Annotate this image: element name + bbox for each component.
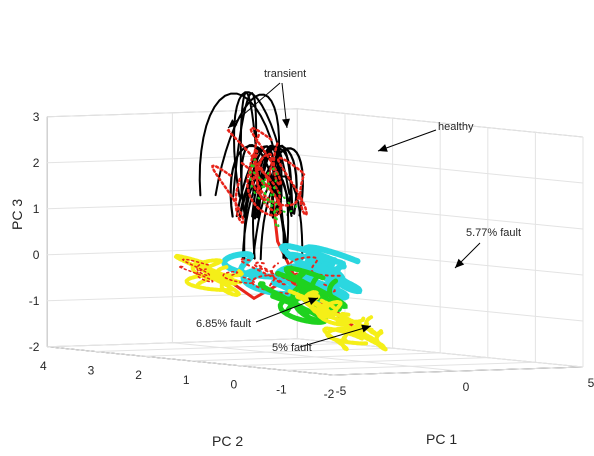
fault-685-highlight	[181, 258, 211, 277]
fault-577-loop	[294, 274, 348, 310]
x-axis-label: PC 1	[426, 431, 457, 447]
transient-curve	[259, 175, 304, 261]
grid-line	[297, 108, 584, 138]
annotation-arrowhead	[282, 118, 290, 128]
fault-5-loop	[321, 299, 366, 324]
grid-line	[237, 357, 488, 367]
annotation-arrowhead	[455, 258, 465, 268]
fault-cyan-highlight	[239, 258, 287, 286]
grid-line	[94, 343, 346, 352]
annotation-arrowhead	[361, 324, 371, 333]
grid-line	[190, 352, 441, 362]
annotation-arrow	[377, 129, 437, 152]
grid-line	[142, 347, 393, 357]
annotation-label: 5.77% fault	[466, 227, 521, 239]
y-tick-label: 3	[88, 364, 95, 378]
y-tick-label: 0	[230, 378, 237, 392]
fault-685-loop	[172, 253, 213, 280]
z-tick-label: 1	[33, 202, 40, 216]
data-layer	[172, 91, 389, 352]
healthy-speck	[249, 158, 273, 204]
fault-5-loop	[322, 326, 364, 352]
healthy-speck	[260, 179, 291, 230]
annotations: transient healthy 5.77% fault 6.85% fault 5%…	[196, 68, 521, 354]
z-tick-label: 0	[33, 248, 40, 262]
grid-line	[297, 154, 584, 184]
z-tick-label: 3	[33, 110, 40, 124]
annotation-arrow	[255, 297, 319, 323]
y-tick-label: 2	[135, 368, 142, 382]
z-tick-label: 2	[33, 156, 40, 170]
gridlines	[46, 108, 584, 376]
z-tick-label: -2	[29, 340, 40, 354]
y-tick-label: 4	[40, 359, 47, 373]
z-tick-label: -1	[29, 294, 40, 308]
annotation-label: healthy	[438, 121, 474, 133]
healthy-highlight	[226, 128, 270, 188]
grid-line	[47, 338, 298, 348]
healthy-highlight	[276, 156, 308, 217]
annotation-label: 5% fault	[272, 342, 312, 354]
healthy-highlight	[249, 149, 282, 205]
y-tick-label: -2	[324, 387, 335, 401]
z-axis-label: PC 3	[9, 199, 25, 230]
grid-line	[297, 246, 584, 276]
annotation-label: 6.85% fault	[196, 318, 251, 330]
x-tick-label: 0	[463, 380, 470, 394]
grid-line	[332, 366, 584, 376]
grid-line	[47, 292, 298, 302]
grid-line	[285, 361, 536, 371]
annotation-arrow	[227, 82, 281, 129]
transient-curve	[214, 93, 281, 197]
axes-box	[46, 108, 584, 376]
fault-685-highlight	[222, 270, 256, 284]
annotation-label: transient	[264, 68, 306, 80]
grid-line	[47, 246, 298, 256]
y-tick-label: -1	[276, 382, 287, 396]
fault-685-highlight	[177, 265, 214, 283]
healthy-speck	[263, 167, 298, 213]
healthy-highlight	[211, 164, 245, 224]
annotation-arrowhead	[308, 297, 318, 305]
annotation-arrowhead	[378, 144, 388, 152]
y-tick-label: 1	[183, 373, 190, 387]
annotation-arrowhead	[228, 119, 238, 128]
y-axis-label: PC 2	[212, 433, 243, 449]
x-tick-label: 5	[588, 376, 594, 390]
fault-685-loop	[194, 260, 239, 286]
annotation-arrow	[299, 325, 372, 348]
x-tick-label: -5	[336, 384, 347, 398]
grid-line	[297, 200, 584, 230]
